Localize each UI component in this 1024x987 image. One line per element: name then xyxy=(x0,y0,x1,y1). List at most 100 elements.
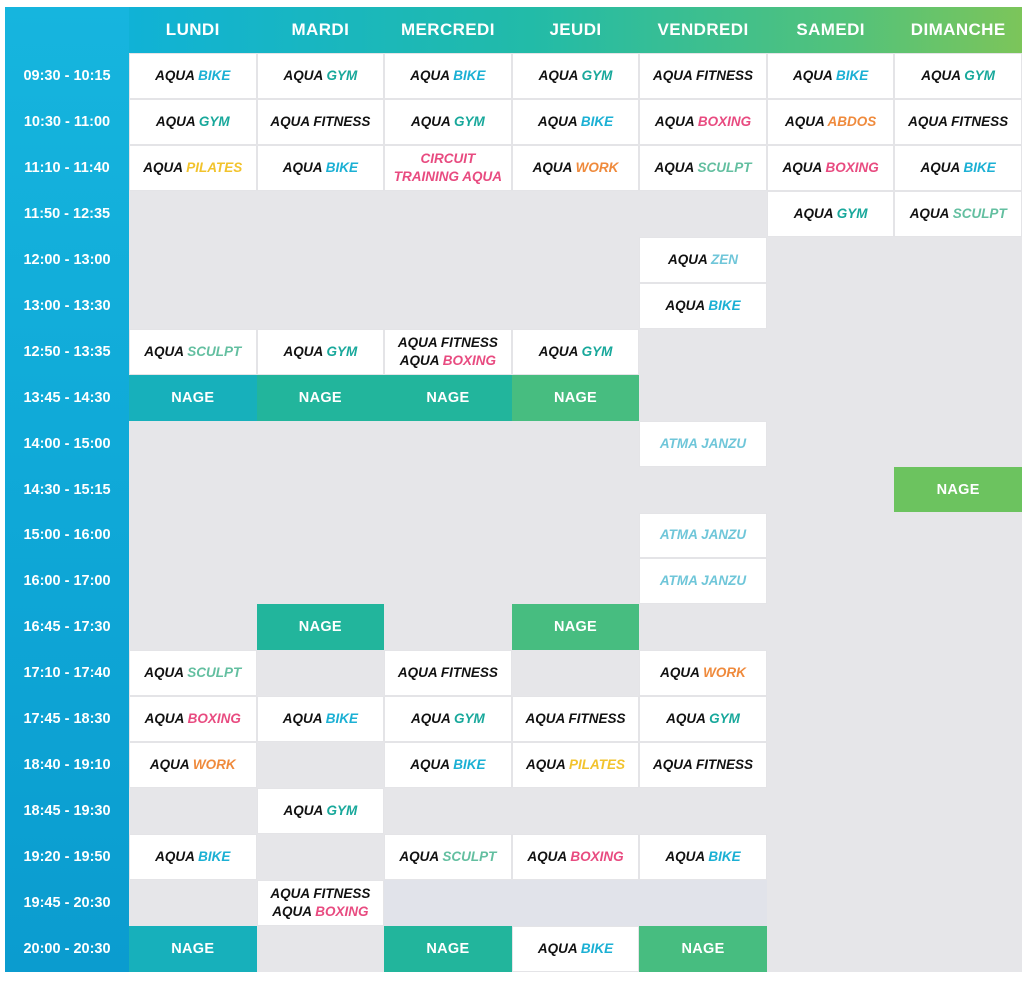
class-name-part: AQUA xyxy=(272,904,316,920)
time-slot-label: 13:45 - 14:30 xyxy=(23,389,111,406)
class-name-part: SCULPT xyxy=(697,159,752,175)
class-name-part: AQUA FITNESS xyxy=(270,886,371,902)
class-name-part: PILATES xyxy=(186,159,243,175)
class-session: AQUA BIKE xyxy=(384,742,512,789)
class-name-line: AQUA WORK xyxy=(660,664,746,682)
class-session: AQUA FITNESS AQUA BOXING xyxy=(256,880,385,927)
class-session: AQUA FITNESS xyxy=(256,98,385,145)
class-name-part: BIKE xyxy=(835,67,869,83)
class-session: AQUA FITNESS xyxy=(511,696,640,743)
time-slot-label: 09:30 - 10:15 xyxy=(23,67,111,84)
time-slot-label: 19:45 - 20:30 xyxy=(23,895,111,912)
class-name-part: AQUA xyxy=(793,205,837,221)
time-slot-label: 17:10 - 17:40 xyxy=(23,665,111,682)
day-header-samedi: SAMEDI xyxy=(796,20,865,39)
class-name-part: ATMA JANZU xyxy=(659,435,747,451)
class-session: AQUA BIKE xyxy=(129,53,257,99)
class-session: AQUA ABDOS xyxy=(766,98,895,145)
class-session: AQUA GYM xyxy=(256,788,385,835)
class-name-part: GYM xyxy=(326,343,358,359)
nage-label: NAGE xyxy=(298,619,342,636)
nage-label: NAGE xyxy=(298,389,342,406)
class-name-part: GYM xyxy=(581,67,613,83)
class-name-part: AQUA xyxy=(155,849,199,865)
class-name-line: AQUA BIKE xyxy=(538,113,613,131)
class-session: AQUA GYM xyxy=(384,98,512,145)
nage-session: NAGE xyxy=(511,604,640,651)
nage-session: NAGE xyxy=(511,374,640,421)
class-name-line: AQUA FITNESS xyxy=(525,710,625,728)
class-name-part: BOXING xyxy=(315,904,369,920)
class-name-part: AQUA xyxy=(537,113,581,129)
class-name-part: GYM xyxy=(454,113,485,129)
time-slot-label: 16:45 - 17:30 xyxy=(23,619,111,636)
class-name-line: AQUA GYM xyxy=(539,343,613,361)
class-name-part: GYM xyxy=(326,803,358,819)
class-name-part: AQUA xyxy=(665,849,709,865)
class-name-part: AQUA xyxy=(665,297,709,313)
class-name-line: AQUA BIKE xyxy=(665,297,740,315)
class-name-part: AQUA xyxy=(155,67,199,83)
class-name-part: ZEN xyxy=(711,251,739,267)
time-slot-label: 14:30 - 15:15 xyxy=(23,481,111,498)
class-session: AQUA BIKE xyxy=(256,696,385,743)
class-session: AQUA GYM xyxy=(639,696,767,743)
class-name-line: AQUA BOXING xyxy=(782,159,878,177)
day-header-jeudi: JEUDI xyxy=(549,20,602,39)
class-name-part: AQUA xyxy=(654,159,698,175)
class-name-part: BIKE xyxy=(325,711,358,727)
class-name-part: AQUA xyxy=(283,343,327,359)
class-name-line: AQUA BOXING xyxy=(400,352,496,370)
class-name-part: ABDOS xyxy=(827,113,877,129)
class-name-part: BOXING xyxy=(825,159,879,175)
nage-label: NAGE xyxy=(553,389,598,406)
class-name-part: BIKE xyxy=(198,849,231,865)
class-session: AQUA GYM xyxy=(894,53,1022,99)
class-name-part: BOXING xyxy=(570,849,624,865)
class-session: AQUA BIKE xyxy=(384,53,512,99)
class-name-part: GYM xyxy=(198,113,230,129)
nage-label: NAGE xyxy=(553,619,598,636)
nage-session: NAGE xyxy=(129,926,257,972)
class-name-part: AQUA xyxy=(654,113,698,129)
class-session: AQUA BIKE xyxy=(129,834,257,881)
class-name-line: AQUA BIKE xyxy=(155,67,230,85)
class-name-part: AQUA xyxy=(282,159,326,175)
class-name-part: AQUA xyxy=(792,67,836,83)
class-name-line: AQUA BOXING xyxy=(145,710,241,728)
nage-label: NAGE xyxy=(171,389,215,406)
class-name-part: SCULPT xyxy=(187,343,242,359)
class-name-line: AQUA PILATES xyxy=(143,159,242,177)
nage-label: NAGE xyxy=(426,941,470,958)
class-name-line: AQUA ABDOS xyxy=(785,113,876,131)
class-name-part: BOXING xyxy=(697,113,752,129)
class-name-part: AQUA xyxy=(144,711,188,727)
class-name-part: AQUA xyxy=(525,757,569,773)
class-session: AQUA ZEN xyxy=(639,236,767,283)
day-header-row xyxy=(129,7,1022,53)
class-name-part: AQUA xyxy=(411,711,455,727)
class-name-line: AQUA GYM xyxy=(921,67,995,85)
class-name-part: AQUA FITNESS xyxy=(397,334,498,350)
day-header-dimanche: DIMANCHE xyxy=(910,20,1006,39)
class-name-part: BIKE xyxy=(580,941,614,957)
class-session: AQUA BIKE xyxy=(511,926,640,972)
class-session: AQUA WORK xyxy=(639,650,767,697)
class-name-part: GYM xyxy=(836,205,868,221)
class-name-line: CIRCUIT xyxy=(421,150,476,168)
class-name-part: BIKE xyxy=(198,67,231,83)
gap-row-shade xyxy=(384,880,767,927)
class-name-line: ATMA JANZU xyxy=(660,526,746,544)
day-header-lundi: LUNDI xyxy=(165,20,220,39)
class-name-part: BIKE xyxy=(708,849,741,865)
class-name-part: AQUA xyxy=(411,113,455,129)
class-name-part: BOXING xyxy=(187,711,241,727)
class-name-line: AQUA GYM xyxy=(666,710,740,728)
class-name-part: BIKE xyxy=(708,297,741,313)
class-name-part: AQUA xyxy=(920,159,964,175)
class-name-line: AQUA PILATES xyxy=(526,756,625,774)
time-slot-label: 20:00 - 20:30 xyxy=(23,941,111,958)
class-name-line: AQUA BOXING xyxy=(655,113,751,131)
class-name-part: SCULPT xyxy=(187,665,242,681)
